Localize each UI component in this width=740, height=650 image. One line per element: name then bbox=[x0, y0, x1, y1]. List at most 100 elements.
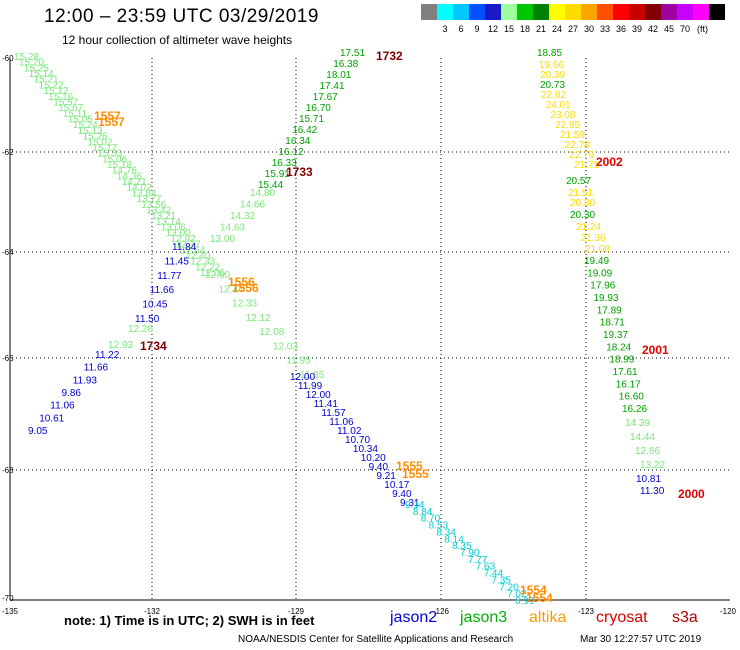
wave-height-label: 13.06 bbox=[161, 223, 186, 234]
wave-height-label: 12.44 bbox=[219, 284, 244, 295]
legend-swatch bbox=[485, 4, 501, 20]
legend-label: 27 bbox=[567, 24, 578, 34]
track-segment: 15.2815.2015.2515.1415.2115.2215.1215.16… bbox=[14, 52, 225, 279]
wave-height-label: 19.49 bbox=[584, 256, 609, 267]
wave-height-label: 21.71 bbox=[574, 160, 599, 171]
wave-height-label: 22.78 bbox=[565, 140, 590, 151]
lon-label: -129 bbox=[288, 607, 305, 616]
legend-label: 9 bbox=[474, 24, 480, 34]
legend-label: 33 bbox=[599, 24, 610, 34]
lon-label: -123 bbox=[578, 607, 595, 616]
wave-height-label: 10.70 bbox=[345, 435, 370, 446]
wave-height-label: 17.96 bbox=[590, 281, 615, 292]
time-label: 2001 bbox=[642, 343, 669, 357]
wave-height-label: 17.61 bbox=[613, 367, 638, 378]
wave-height-label: 16.34 bbox=[285, 136, 310, 147]
wave-height-label: 13.42 bbox=[146, 206, 171, 217]
wave-height-label: 12.60 bbox=[205, 270, 230, 281]
wave-height-label: 11.95 bbox=[286, 356, 311, 367]
wave-height-label: 14.66 bbox=[240, 200, 265, 211]
track-segment: 17.5116.3818.0117.4117.6716.7015.7116.42… bbox=[258, 48, 365, 191]
legend-swatch bbox=[453, 4, 469, 20]
wave-height-label: 15.28 bbox=[14, 52, 39, 63]
wave-height-label: 15.13 bbox=[78, 126, 103, 137]
wave-height-label: 20.30 bbox=[570, 210, 595, 221]
wave-height-label: 17.89 bbox=[597, 305, 622, 316]
track-segment: 20.57 bbox=[566, 176, 591, 187]
wave-height-label: 8.35 bbox=[452, 541, 472, 552]
legend-label: 18 bbox=[519, 24, 530, 34]
wave-height-label: 7.02 bbox=[507, 589, 527, 600]
legend-swatch bbox=[437, 4, 453, 20]
wave-height-label: 12.22 bbox=[195, 262, 220, 273]
wave-height-label: 11.66 bbox=[150, 285, 175, 296]
time-label: 1554 bbox=[526, 591, 553, 605]
legend-label: 30 bbox=[583, 24, 594, 34]
wave-height-label: 15.91 bbox=[265, 169, 290, 180]
wave-height-label: 7.90 bbox=[460, 548, 480, 559]
time-label: 2000 bbox=[678, 487, 705, 501]
wave-height-label: 11.66 bbox=[84, 363, 109, 374]
wave-height-label: 14.80 bbox=[250, 188, 275, 199]
wave-height-label: 20.73 bbox=[540, 80, 565, 91]
track-segment: 12.0011.9912.0011.4111.5711.0611.0210.70… bbox=[290, 372, 420, 509]
legend-label: 6 bbox=[458, 24, 464, 34]
legend-swatch bbox=[533, 4, 549, 20]
wave-height-label: 11.77 bbox=[157, 271, 182, 282]
legend-swatch bbox=[469, 4, 485, 20]
time-label: 1557 bbox=[94, 109, 121, 123]
wave-height-label: 14.76 bbox=[112, 166, 137, 177]
wave-height-label: 14.21 bbox=[122, 177, 147, 188]
legend-label: 70 bbox=[679, 24, 690, 34]
wave-height-label: 14.39 bbox=[625, 418, 650, 429]
wave-height-label: 11.22 bbox=[95, 350, 120, 361]
wave-height-label: 15.20 bbox=[19, 58, 44, 69]
wave-height-label: 12.00 bbox=[306, 390, 331, 401]
wave-height-label: 8.14 bbox=[444, 534, 464, 545]
wave-height-label: 16.60 bbox=[619, 392, 644, 403]
legend-label: 42 bbox=[647, 24, 658, 34]
legend-label: 21 bbox=[535, 24, 546, 34]
wave-height-label: 11.45 bbox=[165, 256, 190, 267]
time-label: 1556 bbox=[228, 275, 255, 289]
track-segment: 14.39 14.44 12.86 13.22 bbox=[625, 418, 665, 471]
wave-height-label: 11.02 bbox=[337, 426, 362, 437]
wave-height-label: 20.30 bbox=[570, 198, 595, 209]
map-subtitle: 12 hour collection of altimeter wave hei… bbox=[62, 33, 293, 47]
lat-label: -60 bbox=[2, 54, 14, 63]
wave-height-label: 21.08 bbox=[585, 244, 610, 255]
wave-height-label: 7.20 bbox=[499, 582, 519, 593]
wave-height-label: 19.09 bbox=[587, 268, 612, 279]
wave-height-label: 15.06 bbox=[102, 154, 127, 165]
wave-height-label: 15.57 bbox=[53, 98, 78, 109]
wave-height-label: 21.36 bbox=[581, 233, 606, 244]
wave-height-label: 7.77 bbox=[468, 555, 488, 566]
wave-height-label: 17.51 bbox=[340, 48, 365, 59]
satellite-altika: altika bbox=[529, 609, 567, 626]
satellite-cryosat: cryosat bbox=[596, 609, 648, 626]
track-segment: 20.30 bbox=[570, 210, 595, 221]
wave-height-label: 9.05 bbox=[28, 426, 48, 437]
satellite-jason3: jason3 bbox=[460, 609, 508, 626]
wave-height-label: 7.35 bbox=[491, 575, 511, 586]
track-segment: 18.85 bbox=[537, 48, 562, 59]
wave-height-label: 9.14 bbox=[405, 500, 425, 511]
legend-label: 3 bbox=[442, 24, 448, 34]
wave-height-label: 10.61 bbox=[39, 413, 64, 424]
wave-height-label: 18.99 bbox=[609, 355, 634, 366]
wave-height-label: 11.93 bbox=[73, 375, 98, 386]
wave-height-label: 11.85 bbox=[300, 370, 325, 381]
legend-swatch bbox=[613, 4, 629, 20]
wave-height-label: 13.56 bbox=[141, 200, 166, 211]
legend-swatch bbox=[581, 4, 597, 20]
wave-height-label: 15.67 bbox=[58, 103, 83, 114]
wave-height-label: 8.70 bbox=[421, 514, 441, 525]
wave-height-label: 15.12 bbox=[43, 86, 68, 97]
legend-swatch bbox=[421, 4, 437, 20]
wave-height-label: 16.42 bbox=[292, 125, 317, 136]
map-title: 12:00 – 23:59 UTC 03/29/2019 bbox=[44, 6, 319, 27]
wave-height-label: 15.18 bbox=[107, 160, 132, 171]
wave-height-label: 16.33 bbox=[272, 158, 297, 169]
